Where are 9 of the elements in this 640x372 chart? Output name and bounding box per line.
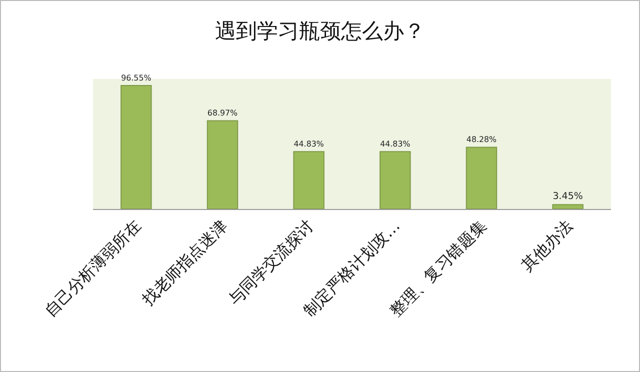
data-label: 3.45% bbox=[552, 191, 583, 202]
bar bbox=[466, 146, 498, 209]
bar bbox=[552, 204, 584, 209]
bar bbox=[380, 151, 411, 209]
bar bbox=[120, 85, 152, 209]
bar bbox=[206, 120, 238, 209]
bar bbox=[293, 151, 324, 209]
chart-title: 遇到学习瓶颈怎么办？ bbox=[215, 18, 425, 43]
x-tick-label: 其他办法 bbox=[518, 216, 576, 275]
